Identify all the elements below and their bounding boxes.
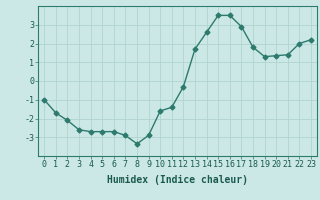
X-axis label: Humidex (Indice chaleur): Humidex (Indice chaleur) xyxy=(107,175,248,185)
